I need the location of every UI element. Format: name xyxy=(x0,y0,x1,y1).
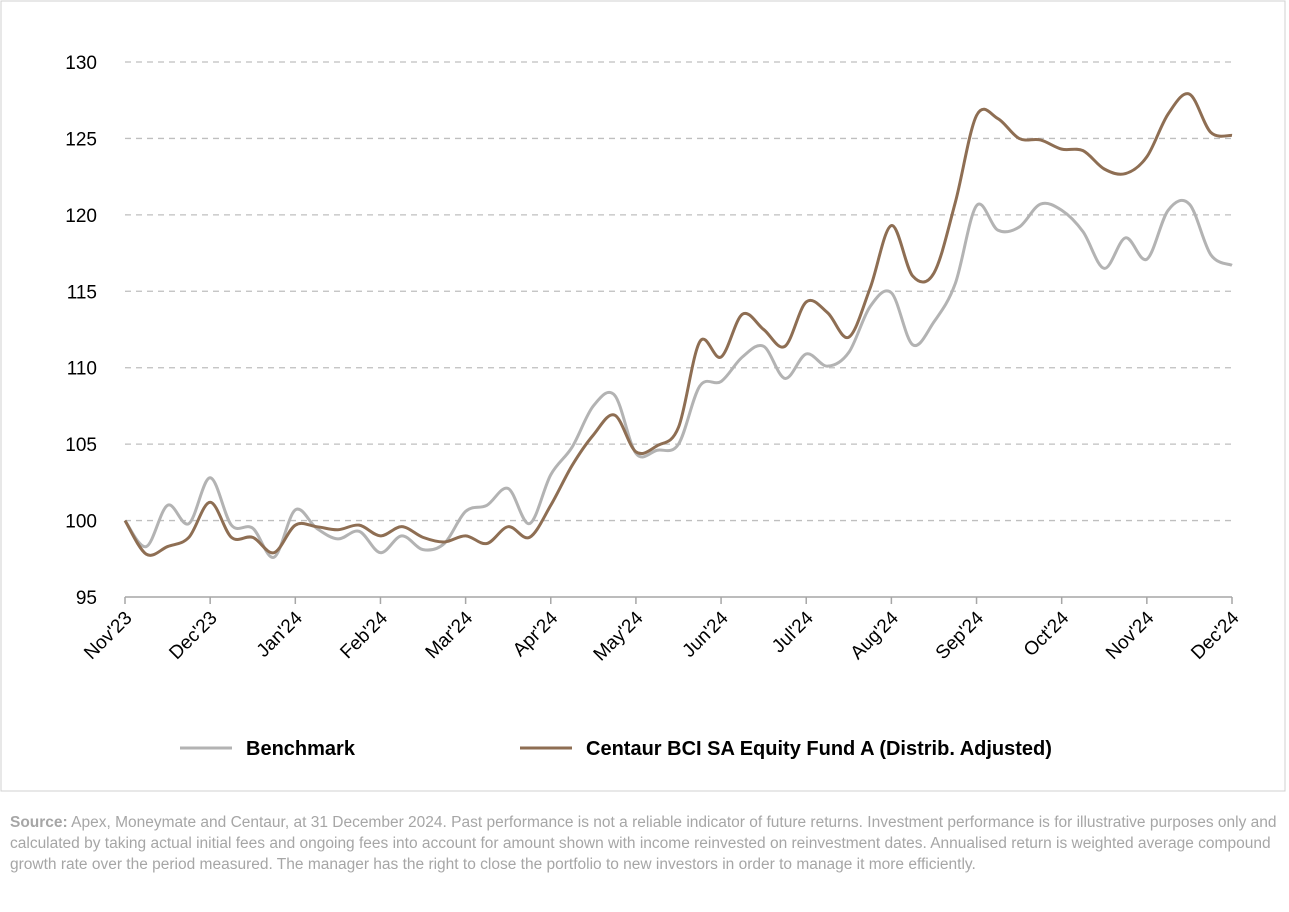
y-tick-label: 115 xyxy=(67,282,97,303)
series-line xyxy=(123,92,1233,557)
y-tick-label: 100 xyxy=(65,512,97,533)
y-tick-label: 110 xyxy=(67,359,97,380)
y-tick-label: 105 xyxy=(65,435,97,456)
x-tick-label: Jan'24 xyxy=(253,607,307,661)
x-tick-label: Dec'23 xyxy=(165,608,221,664)
source-label: Source: xyxy=(10,814,68,831)
source-text: Apex, Moneymate and Centaur, at 31 Decem… xyxy=(10,814,1277,873)
x-tick-label: Feb'24 xyxy=(336,607,392,663)
chart-frame xyxy=(0,0,1286,792)
x-tick-label: Aug'24 xyxy=(847,607,904,664)
x-tick-label: Sep'24 xyxy=(932,607,989,664)
y-tick-label: 125 xyxy=(65,129,97,150)
y-tick-label: 130 xyxy=(65,53,97,74)
series-line xyxy=(123,198,1233,559)
x-tick-label: Dec'24 xyxy=(1187,607,1244,664)
y-tick-label: 120 xyxy=(65,206,97,227)
x-tick-label: Apr'24 xyxy=(509,607,563,661)
legend-label: Benchmark xyxy=(246,738,356,760)
footnote: Source: Apex, Moneymate and Centaur, at … xyxy=(10,812,1280,875)
chart: 95 100 105 110 115 120 125 130 Nov'23 Dec'23 Jan'2… xyxy=(0,0,1286,792)
x-tick-label: Mar'24 xyxy=(422,607,478,663)
x-tick-label: Oct'24 xyxy=(1020,607,1074,661)
x-tick-label: Nov'23 xyxy=(80,608,136,664)
x-tick-label: May'24 xyxy=(590,607,648,665)
legend-label: Centaur BCI SA Equity Fund A (Distrib. A… xyxy=(586,738,1052,760)
x-tick-label: Jul'24 xyxy=(768,607,818,657)
y-tick-label: 95 xyxy=(76,588,97,609)
x-tick-label: Jun'24 xyxy=(679,607,733,661)
x-tick-label: Nov'24 xyxy=(1102,607,1159,664)
